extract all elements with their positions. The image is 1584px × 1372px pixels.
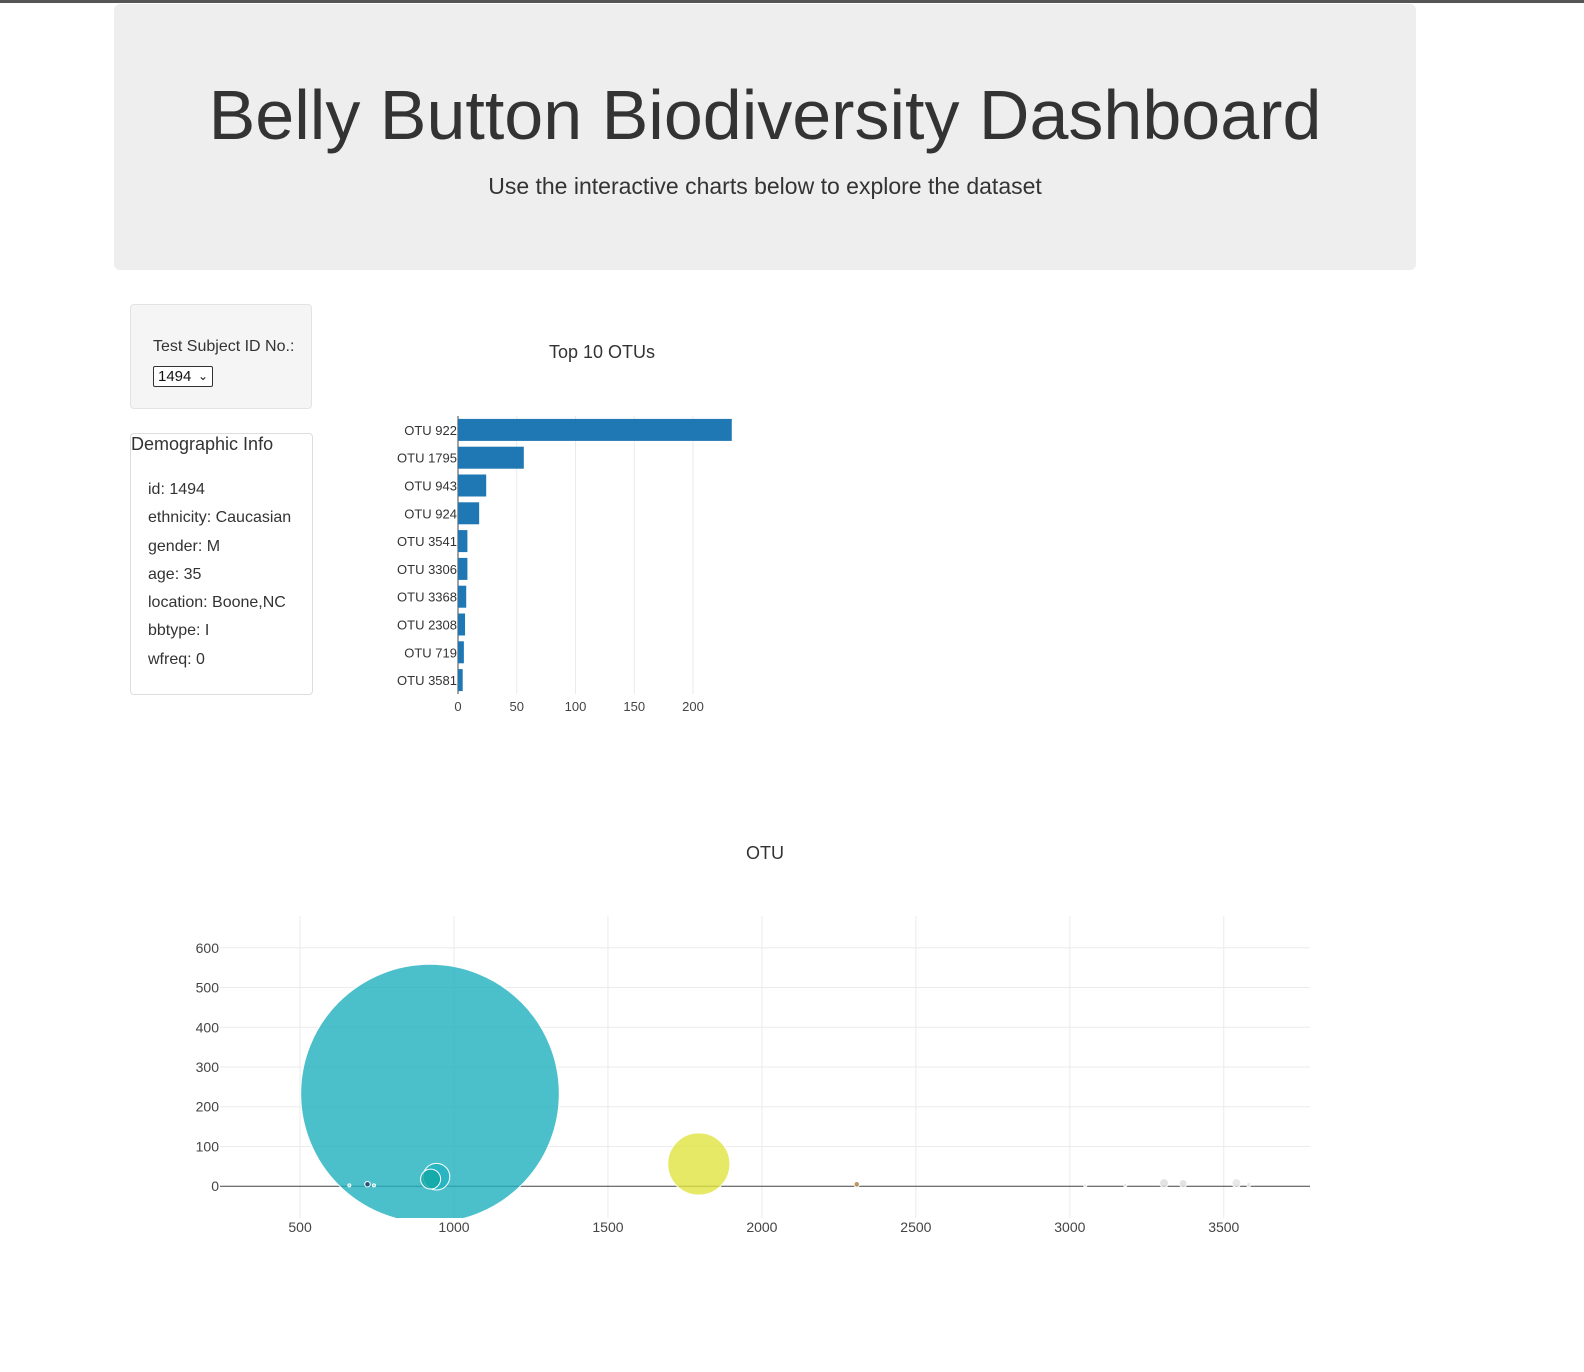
bubble-point[interactable] — [1159, 1178, 1169, 1188]
bar-category-label: OTU 924 — [404, 506, 457, 521]
subject-selector-panel: Test Subject ID No.: 1494 ⌄ — [130, 304, 312, 409]
top-border — [0, 0, 1584, 3]
bubble-point[interactable] — [1246, 1181, 1252, 1188]
bubble-point[interactable] — [371, 1183, 376, 1188]
demo-wfreq: wfreq: 0 — [148, 651, 205, 668]
bar-x-tick-label: 150 — [623, 699, 645, 714]
bubble-y-tick-label: 0 — [211, 1178, 219, 1194]
bubble-x-tick-label: 500 — [288, 1219, 312, 1235]
header-jumbotron: Belly Button Biodiversity Dashboard Use … — [114, 4, 1416, 270]
bar-category-label: OTU 3581 — [397, 673, 457, 688]
bar-category-label: OTU 3368 — [397, 590, 457, 605]
bubble-point[interactable] — [1231, 1178, 1242, 1188]
demo-age: age: 35 — [148, 566, 202, 583]
top-otus-bar-chart: Top 10 OTUs OTU 922 OTU 1795 OTU 943 OTU 92… — [397, 342, 732, 714]
bubble-x-tick-label: 3000 — [1054, 1219, 1085, 1235]
bar-category-label: OTU 3541 — [397, 534, 457, 549]
bar[interactable] — [458, 446, 524, 469]
bar-x-tick-label: 50 — [510, 699, 524, 714]
bubble-point[interactable] — [300, 963, 560, 1223]
bar-category-label: OTU 922 — [404, 423, 457, 438]
bubble-point[interactable] — [364, 1180, 371, 1188]
bar[interactable] — [458, 530, 468, 553]
bar-category-label: OTU 943 — [404, 479, 457, 494]
bubble-point[interactable] — [853, 1180, 861, 1188]
bar[interactable] — [458, 557, 468, 580]
bubble-point[interactable] — [347, 1183, 352, 1188]
bubble-point[interactable] — [1178, 1179, 1188, 1188]
bar-category-label: OTU 3306 — [397, 562, 457, 577]
bubble-x-tick-label: 2500 — [900, 1219, 931, 1235]
bar-category-label: OTU 1795 — [397, 451, 457, 466]
bar-category-label: OTU 719 — [404, 645, 457, 660]
chevron-down-icon: ⌄ — [197, 369, 208, 383]
demographic-info-heading: Demographic Info — [131, 434, 274, 454]
bubble-point[interactable] — [420, 1168, 442, 1190]
demographic-info-panel: Demographic Info id: 1494 ethnicity: Cau… — [130, 433, 313, 695]
bubble-x-tick-label: 1000 — [438, 1219, 469, 1235]
demo-id: id: 1494 — [148, 481, 205, 498]
bubble-point[interactable] — [667, 1132, 731, 1196]
subject-selector-label: Test Subject ID No.: — [153, 338, 295, 355]
bubble-x-tick-label: 2000 — [746, 1219, 777, 1235]
bubble-chart-title: OTU — [746, 843, 784, 863]
bar-x-tick-label: 200 — [682, 699, 704, 714]
bubble-x-tick-label: 1500 — [592, 1219, 623, 1235]
page-subtitle: Use the interactive charts below to expl… — [488, 173, 1042, 199]
bar[interactable] — [458, 474, 487, 497]
bar[interactable] — [458, 669, 463, 692]
bubble-y-tick-label: 500 — [196, 980, 220, 996]
bar-x-tick-label: 100 — [565, 699, 587, 714]
bar[interactable] — [458, 502, 480, 525]
bar[interactable] — [458, 585, 467, 608]
otu-bubble-chart: OTU 500 1000 1500 2000 2500 3000 3500 0 100 200 3… — [196, 843, 1310, 1235]
bubble-point[interactable] — [1123, 1182, 1128, 1188]
bar[interactable] — [458, 613, 466, 636]
bubble-x-tick-label: 3500 — [1208, 1219, 1239, 1235]
subject-id-value: 1494 — [158, 368, 192, 385]
bubble-point[interactable] — [1083, 1183, 1088, 1188]
bubble-y-tick-label: 400 — [196, 1019, 220, 1035]
demo-location: location: Boone,NC — [148, 594, 286, 611]
bar-chart-title: Top 10 OTUs — [549, 342, 655, 362]
bubble-y-tick-label: 200 — [196, 1099, 220, 1115]
bar[interactable] — [458, 641, 464, 664]
bar-category-label: OTU 2308 — [397, 618, 457, 633]
subject-id-dropdown[interactable]: 1494 ⌄ — [153, 366, 213, 387]
demo-ethnicity: ethnicity: Caucasian — [148, 509, 292, 526]
bar-x-tick-label: 0 — [454, 699, 461, 714]
demo-bbtype: bbtype: I — [148, 622, 210, 639]
bubble-y-tick-label: 100 — [196, 1138, 220, 1154]
bubble-y-tick-label: 600 — [196, 940, 220, 956]
demo-gender: gender: M — [148, 538, 221, 555]
bar[interactable] — [458, 418, 732, 441]
bubble-y-tick-label: 300 — [196, 1059, 220, 1075]
page-title: Belly Button Biodiversity Dashboard — [208, 76, 1322, 154]
